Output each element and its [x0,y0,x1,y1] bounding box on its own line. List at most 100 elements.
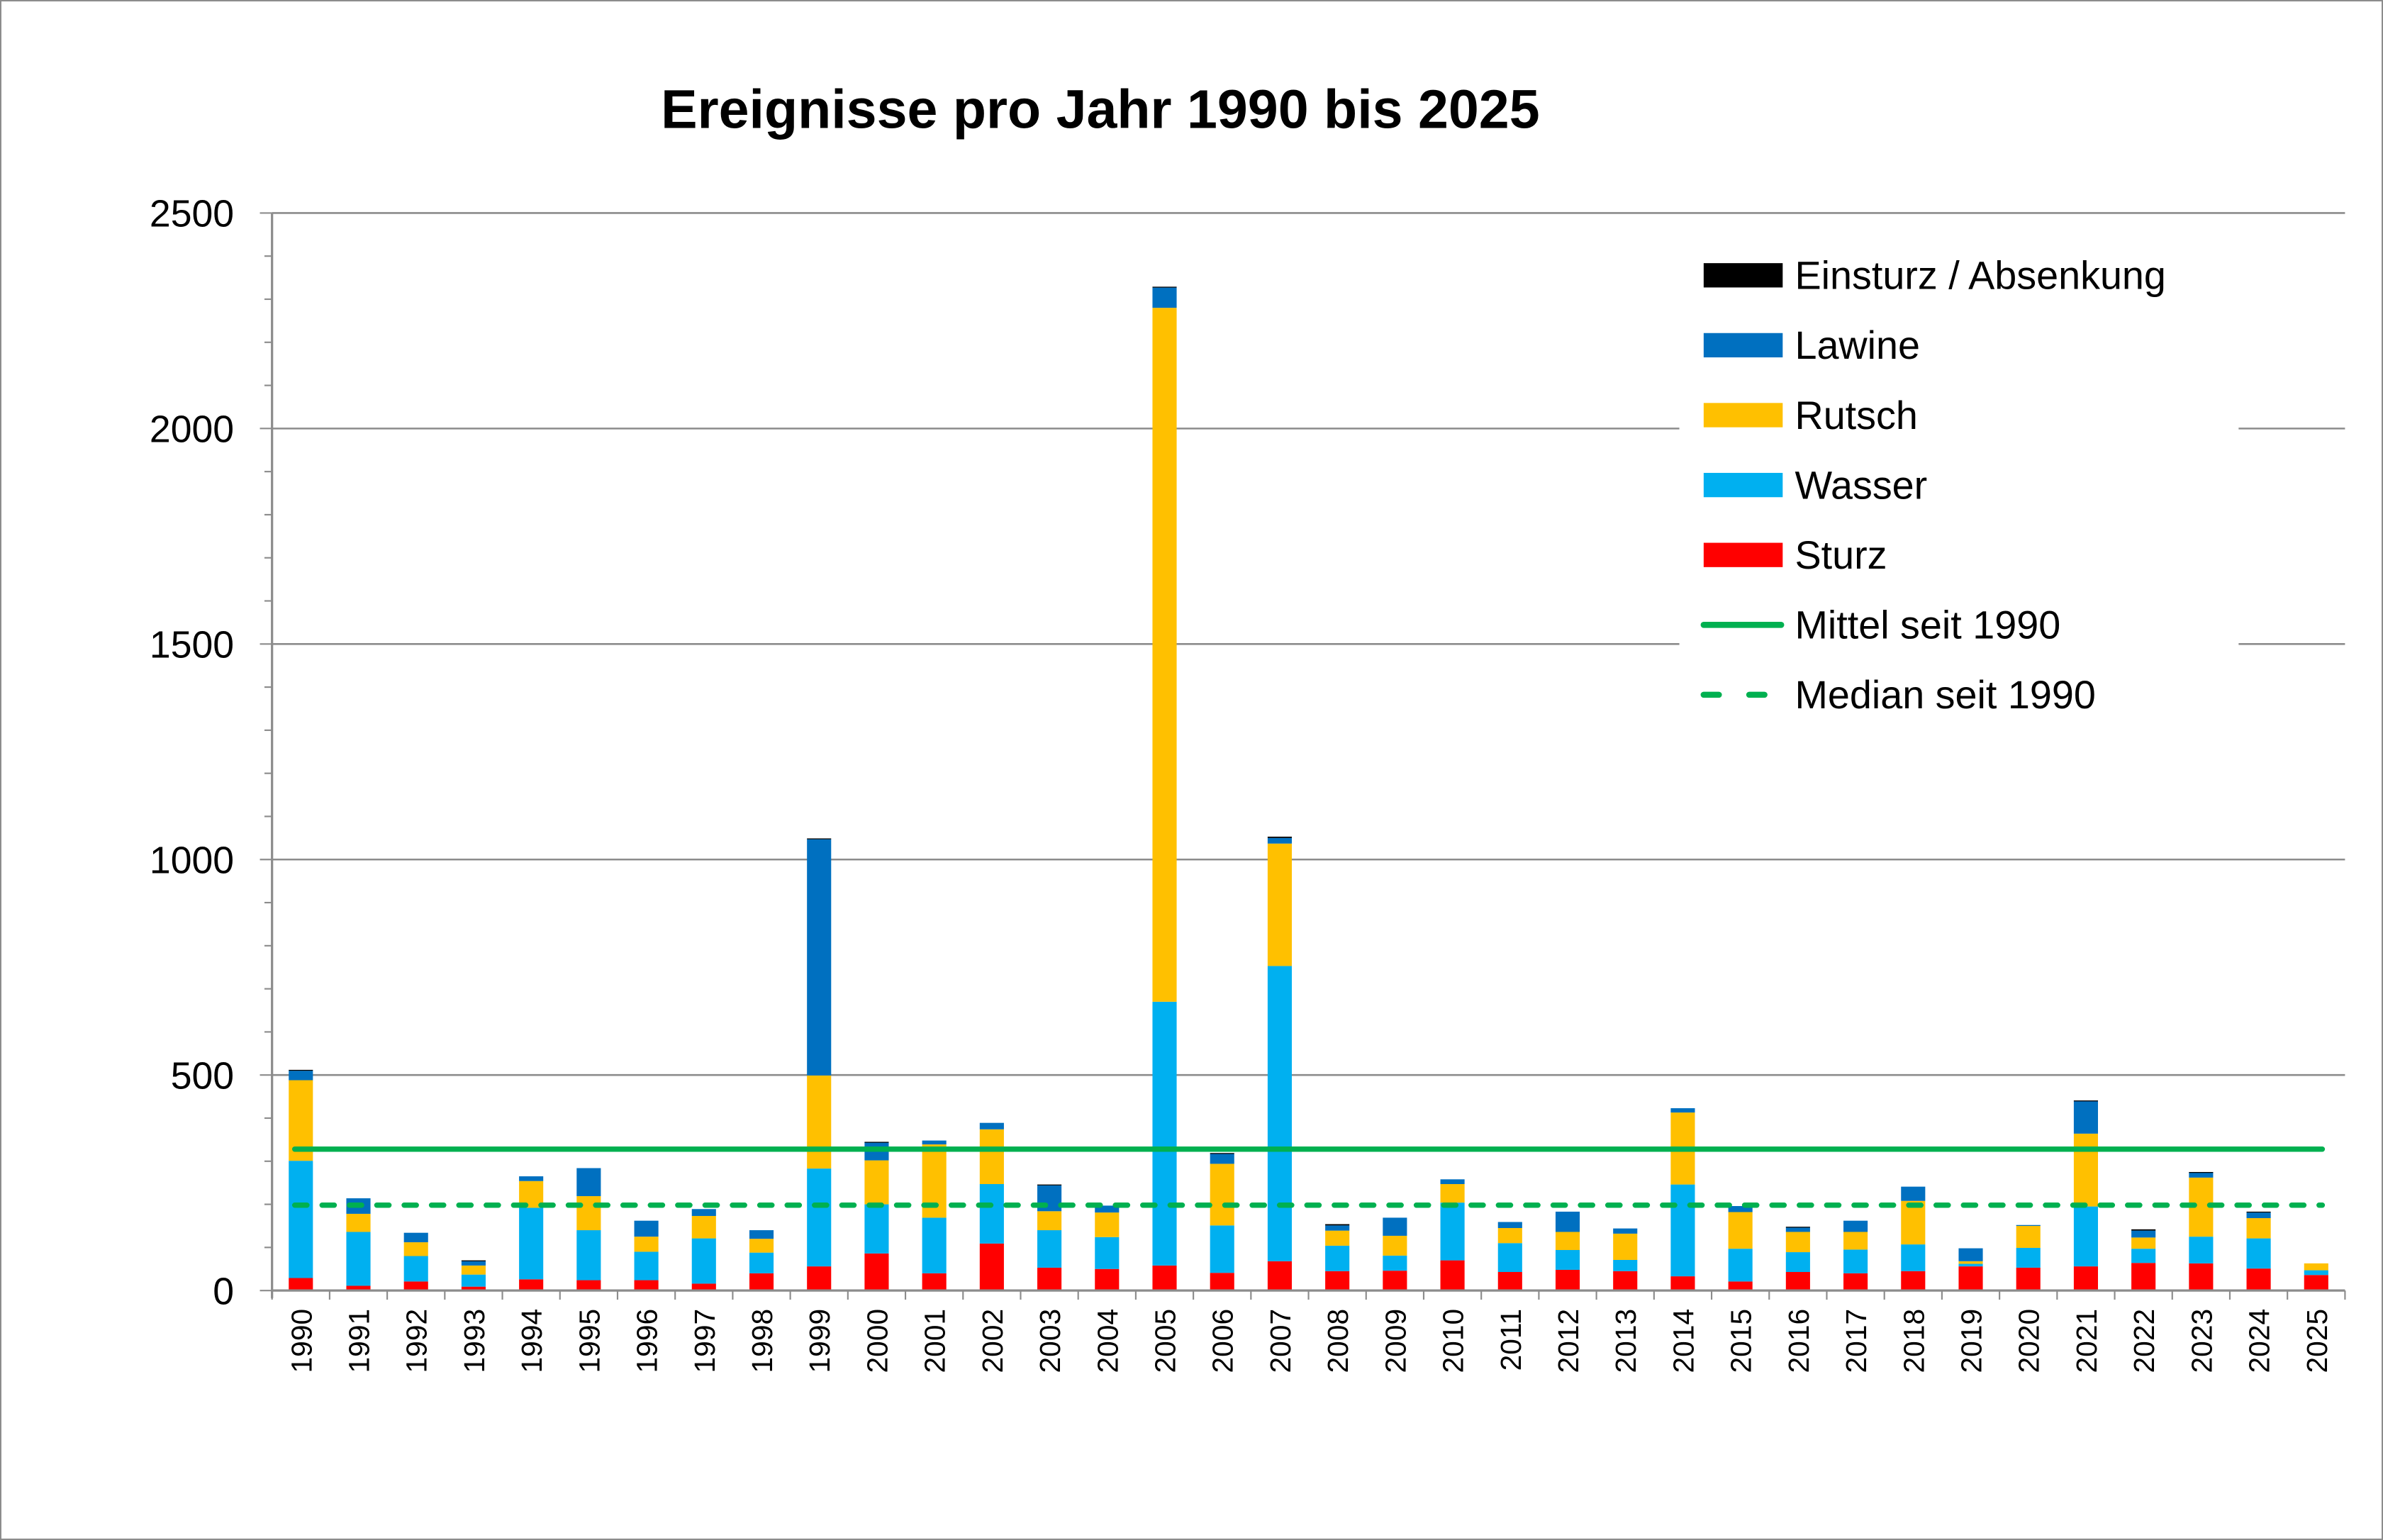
bar-segment-lawine [1267,837,1292,844]
x-tick-label: 2003 [1034,1309,1066,1373]
bar-stack-2010 [1440,1179,1465,1291]
legend-swatch [1703,263,1783,288]
bar-segment-rutsch [1440,1183,1465,1203]
x-tick-label: 2001 [919,1309,951,1373]
bar-segment-sturz [576,1280,601,1291]
x-tick-label: 2019 [1955,1309,1988,1373]
bars [289,286,2328,1291]
bar-stack-2022 [2131,1229,2156,1291]
bar-segment-sturz [864,1253,889,1291]
x-tick-label: 2006 [1207,1309,1239,1373]
bar-stack-2002 [979,1122,1004,1291]
bar-segment-wasser [403,1256,428,1282]
bar-segment-lawine [1843,1220,1868,1232]
bar-stack-2017 [1843,1220,1868,1291]
legend-item: Lawine [1703,323,1920,367]
bar-segment-lawine [1095,1205,1120,1213]
bar-stack-2018 [1901,1186,1926,1291]
bar-segment-wasser [1843,1249,1868,1273]
bar-segment-rutsch [2246,1218,2271,1239]
bar-segment-wasser [2073,1206,2099,1267]
bar-segment-lawine [807,839,832,1076]
bar-stack-1990 [289,1069,313,1291]
bar-segment-einsturz-absenkung [2189,1171,2214,1173]
bar-segment-rutsch [1613,1233,1638,1260]
x-tick-label: 2007 [1264,1309,1297,1373]
bar-segment-sturz [461,1286,486,1291]
bar-segment-einsturz-absenkung [2073,1100,2099,1102]
bar-segment-wasser [807,1168,832,1267]
bar-segment-lawine [289,1071,313,1081]
bar-stack-2019 [1958,1248,1983,1291]
bar-segment-lawine [1497,1222,1522,1229]
bar-segment-rutsch [864,1160,889,1205]
bar-segment-lawine [749,1230,774,1239]
x-tick-label: 1992 [401,1309,433,1373]
bar-segment-rutsch [1037,1211,1062,1231]
legend-item: Sturz [1703,533,1887,577]
bar-segment-sturz [1325,1271,1350,1291]
bar-segment-lawine [979,1122,1004,1129]
chart-title: Ereignisse pro Jahr 1990 bis 2025 [661,79,1539,140]
x-tick-label: 2017 [1840,1309,1873,1373]
bar-segment-rutsch [1555,1232,1580,1251]
bar-segment-sturz [979,1243,1004,1291]
bar-stack-2012 [1555,1211,1580,1291]
legend: Einsturz / Absenkung Lawine Rutsch Wasser St… [1679,240,2239,742]
bar-stack-2021 [2073,1100,2099,1291]
bar-stack-2000 [864,1142,889,1291]
bar-stack-2006 [1210,1153,1234,1291]
legend-label: Median seit 1990 [1795,673,2095,717]
bar-segment-wasser [749,1252,774,1273]
bar-stack-1994 [519,1176,544,1291]
bar-segment-wasser [1210,1225,1234,1273]
bar-segment-wasser [519,1207,544,1280]
bar-segment-sturz [1037,1267,1062,1291]
bar-segment-rutsch [1267,843,1292,966]
bar-segment-rutsch [749,1239,774,1253]
x-tick-label: 1993 [458,1309,491,1373]
bar-stack-1995 [576,1168,601,1291]
bar-segment-rutsch [1383,1235,1407,1256]
bar-segment-wasser [2189,1237,2214,1263]
bar-segment-lawine [2131,1230,2156,1238]
x-tick-label: 2000 [861,1309,893,1373]
bar-segment-lawine [1670,1108,1695,1113]
bar-segment-sturz [2304,1275,2328,1291]
bar-segment-rutsch [807,1075,832,1169]
bar-segment-wasser [979,1183,1004,1244]
bar-segment-rutsch [1785,1232,1810,1253]
bar-stack-2009 [1383,1217,1407,1291]
x-tick-label: 1999 [803,1309,836,1373]
bar-stack-2007 [1267,837,1292,1291]
bar-segment-lawine [2246,1212,2271,1219]
bar-segment-rutsch [634,1237,659,1252]
bar-segment-wasser [1095,1237,1120,1269]
x-tick-label: 2005 [1149,1309,1182,1373]
x-tick-label: 1991 [343,1309,376,1373]
bar-segment-sturz [519,1279,544,1291]
bar-segment-sturz [749,1273,774,1291]
x-tick-label: 2020 [2013,1309,2046,1373]
bar-segment-rutsch [2304,1263,2328,1271]
bar-segment-lawine [922,1140,947,1145]
bar-segment-sturz [346,1285,371,1291]
x-tick-label: 1990 [285,1309,318,1373]
x-tick-label: 1996 [631,1309,664,1373]
x-tick-label: 2002 [976,1309,1009,1373]
legend-label: Einsturz / Absenkung [1795,254,2165,298]
legend-label: Rutsch [1795,394,1917,437]
bar-segment-lawine [1728,1205,1753,1212]
bar-segment-wasser [576,1230,601,1280]
bar-segment-sturz [1095,1268,1120,1291]
legend-label: Lawine [1795,323,1920,367]
bar-segment-wasser [1728,1249,1753,1282]
bar-segment-wasser [864,1204,889,1254]
x-tick-label: 2024 [2243,1309,2276,1373]
bar-segment-wasser [1440,1203,1465,1261]
bar-segment-einsturz-absenkung [1210,1153,1234,1154]
bar-segment-wasser [289,1161,313,1278]
x-tick-label: 2009 [1379,1309,1412,1373]
bar-segment-rutsch [1901,1200,1926,1245]
bar-segment-rutsch [1210,1164,1234,1226]
